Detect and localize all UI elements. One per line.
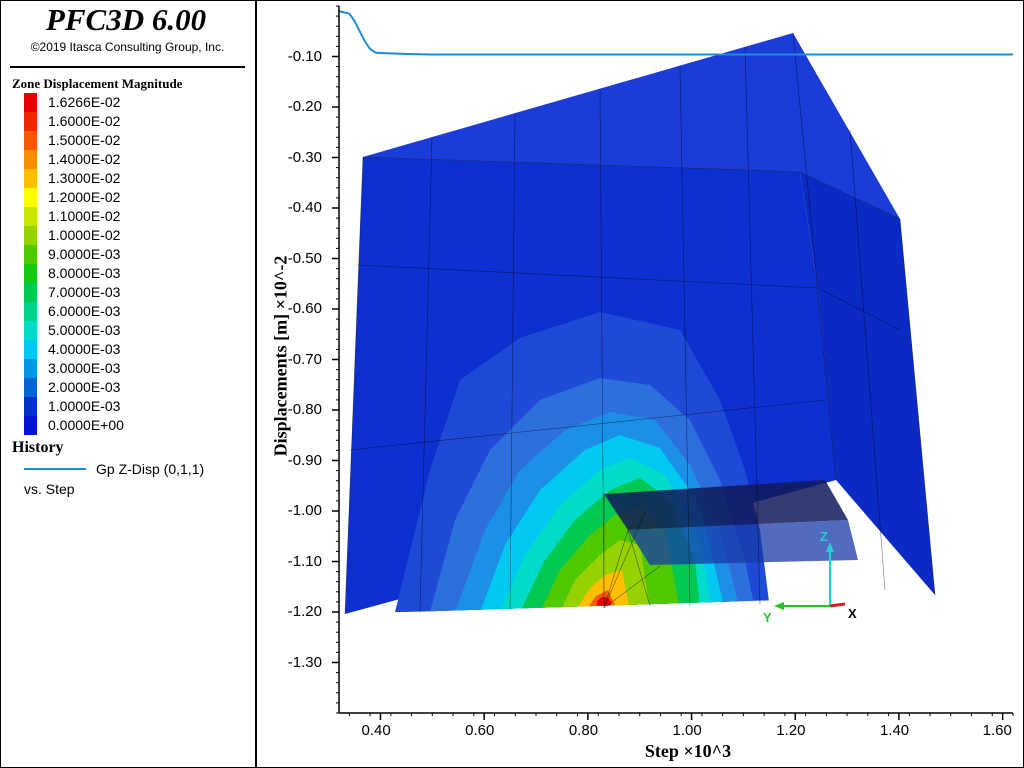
y-tick-label: -0.40	[287, 199, 322, 216]
legend-swatch	[24, 245, 37, 264]
x-tick-label: 1.20	[776, 722, 806, 739]
y-tick-label: -0.80	[287, 401, 322, 418]
legend-label: 1.0000E-02	[48, 227, 121, 243]
panel-divider	[255, 0, 257, 768]
legend-panel: PFC3D 6.00 ©2019 Itasca Consulting Group…	[0, 0, 255, 768]
legend-swatch	[24, 416, 37, 435]
legend-swatch	[24, 150, 37, 169]
x-tick-label: 0.40	[361, 722, 391, 739]
plot-axes	[332, 5, 1014, 720]
plot-area	[257, 0, 1023, 768]
legend-label: 9.0000E-03	[48, 246, 121, 262]
legend-label: 1.2000E-02	[48, 189, 121, 205]
legend-label: 1.5000E-02	[48, 132, 121, 148]
legend-label: 2.0000E-03	[48, 379, 121, 395]
tunnel-top-face	[604, 480, 848, 530]
y-tick-label: -0.50	[287, 249, 322, 267]
x-axis-label: Step ×10^3	[644, 741, 732, 761]
legend-swatch	[24, 188, 37, 207]
legend-label: 1.0000E-03	[48, 398, 121, 414]
x-tick-label: 1.40	[879, 722, 910, 739]
triad-y-label: Y	[763, 610, 772, 625]
legend-swatch	[24, 321, 37, 340]
legend-title: Zone Displacement Magnitude	[12, 76, 183, 91]
mesh-lines	[344, 32, 936, 615]
triad-z-label: Z	[820, 529, 828, 544]
triad-x-label: X	[848, 606, 857, 621]
history-line-swatch	[24, 468, 86, 470]
y-tick-label: -1.30	[287, 653, 322, 671]
x-tick-label: 0.60	[465, 722, 495, 739]
legend-label: 8.0000E-03	[48, 265, 121, 281]
legend-label: 3.0000E-03	[48, 360, 121, 376]
legend-label: 0.0000E+00	[48, 417, 124, 433]
legend-swatch	[24, 226, 37, 245]
y-tick-label: -0.20	[287, 98, 322, 115]
legend-label: 1.1000E-02	[48, 208, 121, 224]
y-tick-label: -0.90	[287, 451, 322, 469]
legend-label: 1.3000E-02	[48, 170, 121, 186]
legend-label: 1.6266E-02	[48, 94, 121, 110]
y-axis-label: Displacements [m] ×10^-2	[270, 255, 291, 457]
legend-label: 7.0000E-03	[48, 284, 121, 300]
contour-band-9	[575, 570, 630, 612]
y-tick-label: -1.00	[287, 502, 322, 519]
model-right-face	[800, 172, 935, 595]
history-title: History	[12, 439, 64, 456]
y-tick-label: -0.70	[287, 350, 322, 368]
legend-swatch	[24, 283, 37, 302]
legend-swatch	[24, 112, 37, 131]
y-tick-label: -0.10	[287, 47, 322, 65]
legend-label: 1.4000E-02	[48, 151, 121, 167]
x-tick-label: 1.00	[672, 722, 702, 739]
legend-divider	[10, 66, 245, 68]
legend-swatch	[24, 340, 37, 359]
legend-label: 5.0000E-03	[48, 322, 121, 338]
legend-swatch	[24, 131, 37, 150]
legend-swatch	[24, 359, 37, 378]
y-tick-label: -1.20	[287, 603, 322, 620]
y-tick-label: -0.60	[287, 300, 322, 317]
orientation-triad: Z Y X	[763, 529, 857, 625]
app-title: PFC3D 6.00	[45, 2, 207, 37]
history-series-label: Gp Z-Disp (0,1,1)	[96, 461, 205, 477]
y-tick-label: -0.30	[287, 148, 322, 166]
legend-label: 4.0000E-03	[48, 341, 121, 357]
legend-swatch	[24, 264, 37, 283]
x-tick-label: 1.60	[982, 722, 1012, 739]
tunnel-side-face	[628, 520, 858, 565]
legend-swatch	[24, 207, 37, 226]
legend-label: 6.0000E-03	[48, 303, 121, 319]
copyright-text: ©2019 Itasca Consulting Group, Inc.	[30, 40, 225, 54]
legend-label: 1.6000E-02	[48, 113, 121, 129]
legend-swatch	[24, 378, 37, 397]
legend-swatch	[24, 93, 37, 112]
legend-swatch	[24, 397, 37, 416]
model-top-face	[363, 33, 900, 219]
legend-swatch	[24, 302, 37, 321]
legend-swatch	[24, 169, 37, 188]
history-vs-label: vs. Step	[24, 481, 75, 497]
history-curve	[338, 10, 1013, 56]
y-tick-label: -1.10	[287, 552, 322, 570]
x-tick-label: 0.80	[568, 722, 599, 739]
